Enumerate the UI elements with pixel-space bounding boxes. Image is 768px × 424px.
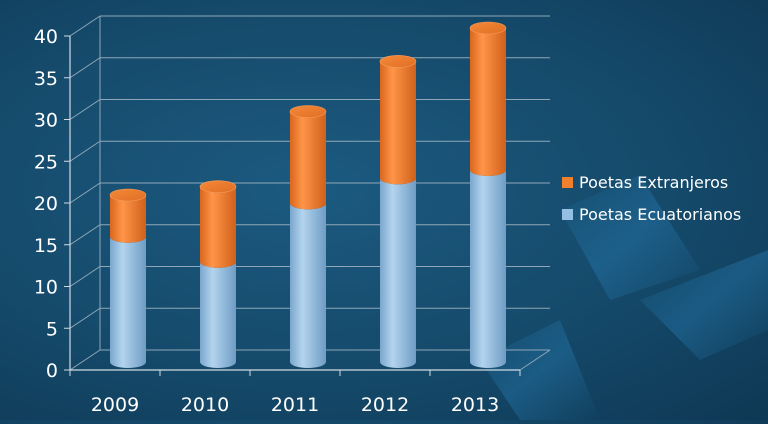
y-tick-label: 30 (34, 110, 58, 132)
x-tick-label: 2011 (271, 394, 319, 416)
y-tick-label: 35 (34, 68, 58, 90)
x-tick-label: 2012 (361, 394, 409, 416)
gridline-side (69, 99, 101, 120)
gridline-side (69, 140, 101, 162)
gridline-side (69, 349, 101, 371)
bar-top-cap (109, 188, 147, 202)
legend-label: Poetas Ecuatorianos (579, 205, 741, 224)
y-tick-label: 20 (34, 193, 58, 215)
legend-label: Poetas Extranjeros (579, 173, 728, 192)
chart-legend: Poetas Extranjeros Poetas Ecuatorianos (562, 173, 741, 224)
y-tick-label: 10 (34, 277, 58, 299)
gridline-side (69, 57, 101, 79)
bar-group (109, 188, 147, 368)
chart-bars (109, 21, 507, 368)
bar-top-cap (199, 180, 237, 193)
y-tick-label: 5 (46, 318, 58, 340)
bar-group (199, 180, 237, 368)
x-tick-label: 2009 (91, 394, 139, 416)
bar-poetas-extranjeros (470, 28, 506, 176)
gridline-side (69, 224, 101, 246)
bar-group (469, 21, 507, 368)
bar-poetas-ecuatorianos (470, 169, 506, 368)
bar-group (379, 55, 417, 368)
bar-poetas-ecuatorianos (110, 236, 146, 368)
chart-axes: 0 5 10 15 20 25 30 35 40 2009 2010 2011 2012 2013 (34, 26, 521, 416)
bar-top-cap (469, 21, 507, 35)
gridline-side (69, 266, 101, 287)
gridline-side (69, 307, 101, 329)
bar-poetas-extranjeros (200, 186, 237, 268)
bar-top-cap (379, 55, 417, 68)
background-decoration (480, 175, 768, 420)
y-tick-label: 0 (46, 360, 58, 382)
x-tick-label: 2010 (181, 394, 229, 416)
bar-poetas-ecuatorianos (290, 203, 326, 368)
bar-top-cap (289, 105, 327, 118)
y-tick-label: 40 (34, 26, 58, 48)
bar-poetas-ecuatorianos (380, 178, 416, 368)
x-tick-label: 2013 (451, 394, 499, 416)
bar-poetas-extranjeros (110, 195, 146, 243)
bar-poetas-extranjeros (380, 61, 416, 185)
legend-swatch (562, 177, 573, 188)
y-tick-label: 25 (34, 151, 58, 173)
bar-poetas-ecuatorianos (200, 261, 237, 368)
gridline-side (69, 182, 101, 204)
legend-swatch (562, 209, 573, 220)
y-tick-label: 15 (34, 235, 58, 257)
gridline-side (69, 15, 101, 37)
bar-group (289, 105, 327, 368)
bar-poetas-extranjeros (290, 111, 326, 210)
floor-edge (519, 349, 551, 371)
